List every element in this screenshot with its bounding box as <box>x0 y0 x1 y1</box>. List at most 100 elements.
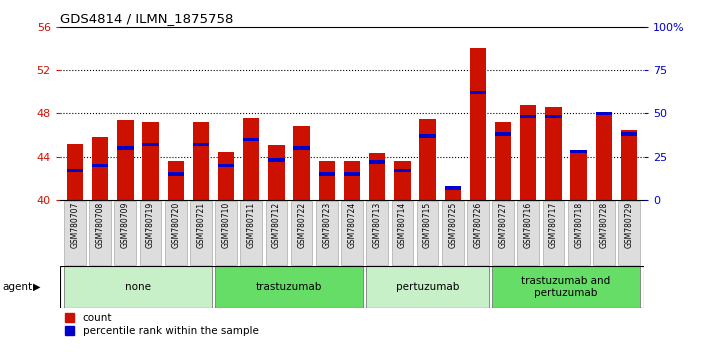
Bar <box>369 160 385 164</box>
Text: GSM780727: GSM780727 <box>498 202 508 248</box>
Bar <box>546 107 562 200</box>
Bar <box>142 122 158 200</box>
Bar <box>444 190 461 200</box>
Text: GSM780711: GSM780711 <box>247 202 256 248</box>
Bar <box>596 112 612 200</box>
Bar <box>168 161 184 200</box>
Text: GSM780720: GSM780720 <box>171 202 180 248</box>
Bar <box>341 201 363 265</box>
Bar <box>391 201 413 265</box>
Bar <box>243 118 260 200</box>
Bar <box>621 130 637 200</box>
Bar <box>621 132 637 136</box>
Bar <box>369 153 385 200</box>
Bar <box>546 115 562 119</box>
Text: GSM780717: GSM780717 <box>549 202 558 248</box>
Text: GSM780718: GSM780718 <box>574 202 583 248</box>
Bar <box>291 201 313 265</box>
Text: none: none <box>125 282 151 292</box>
Bar <box>64 201 86 265</box>
Bar <box>268 145 284 200</box>
Bar <box>467 201 489 265</box>
Bar <box>193 143 209 146</box>
Bar <box>89 201 111 265</box>
Bar <box>168 172 184 176</box>
Bar <box>67 169 83 172</box>
Bar <box>165 201 187 265</box>
Bar <box>570 150 587 153</box>
Bar <box>139 201 161 265</box>
Bar <box>417 201 439 265</box>
Bar <box>215 266 363 308</box>
Bar <box>241 201 262 265</box>
Bar <box>495 122 511 200</box>
Bar <box>117 120 134 200</box>
Bar <box>570 151 587 200</box>
Bar <box>243 138 260 141</box>
Text: GSM780726: GSM780726 <box>473 202 482 248</box>
Text: GSM780723: GSM780723 <box>322 202 332 248</box>
Bar <box>218 152 234 200</box>
Text: ▶: ▶ <box>33 282 40 292</box>
Bar <box>568 201 589 265</box>
Text: GSM780715: GSM780715 <box>423 202 432 248</box>
Bar <box>543 201 565 265</box>
Bar <box>492 201 514 265</box>
Bar <box>193 122 209 200</box>
Bar <box>420 134 436 138</box>
Text: agent: agent <box>3 282 33 292</box>
Bar <box>394 161 410 200</box>
Text: GSM780728: GSM780728 <box>599 202 608 248</box>
Bar <box>344 161 360 200</box>
Bar <box>442 201 463 265</box>
Bar <box>520 105 536 200</box>
Text: GSM780710: GSM780710 <box>222 202 231 248</box>
Bar <box>470 91 486 94</box>
Text: GSM780725: GSM780725 <box>448 202 457 248</box>
Bar <box>618 201 640 265</box>
Bar <box>64 266 212 308</box>
Text: GSM780713: GSM780713 <box>372 202 382 248</box>
Text: GSM780729: GSM780729 <box>624 202 634 248</box>
Text: GSM780719: GSM780719 <box>146 202 155 248</box>
Bar <box>92 164 108 167</box>
Text: trastuzumab: trastuzumab <box>256 282 322 292</box>
Bar <box>596 112 612 115</box>
Text: trastuzumab and
pertuzumab: trastuzumab and pertuzumab <box>522 276 610 298</box>
Bar <box>366 201 388 265</box>
Text: GSM780722: GSM780722 <box>297 202 306 248</box>
Bar <box>319 161 335 200</box>
Bar <box>92 137 108 200</box>
Text: GDS4814 / ILMN_1875758: GDS4814 / ILMN_1875758 <box>60 12 233 25</box>
Bar <box>517 201 539 265</box>
Bar <box>268 158 284 162</box>
Bar <box>215 201 237 265</box>
Bar <box>117 146 134 150</box>
Bar <box>294 126 310 200</box>
Text: GSM780709: GSM780709 <box>121 202 130 249</box>
Text: GSM780707: GSM780707 <box>70 202 80 249</box>
Bar <box>265 201 287 265</box>
Bar <box>142 143 158 146</box>
Text: GSM780714: GSM780714 <box>398 202 407 248</box>
Bar <box>316 201 338 265</box>
Text: GSM780724: GSM780724 <box>348 202 356 248</box>
Bar <box>115 201 136 265</box>
Bar <box>294 146 310 150</box>
Legend: count, percentile rank within the sample: count, percentile rank within the sample <box>65 313 258 336</box>
Bar <box>420 119 436 200</box>
Bar <box>344 172 360 176</box>
Text: pertuzumab: pertuzumab <box>396 282 459 292</box>
Bar <box>593 201 615 265</box>
Bar <box>444 186 461 190</box>
Text: GSM780721: GSM780721 <box>196 202 206 248</box>
Bar <box>67 144 83 200</box>
Text: GSM780712: GSM780712 <box>272 202 281 248</box>
Bar <box>470 48 486 200</box>
Text: GSM780708: GSM780708 <box>96 202 105 248</box>
Bar <box>492 266 640 308</box>
Bar <box>495 132 511 136</box>
Bar <box>319 172 335 176</box>
Bar <box>218 164 234 167</box>
Bar <box>520 115 536 119</box>
